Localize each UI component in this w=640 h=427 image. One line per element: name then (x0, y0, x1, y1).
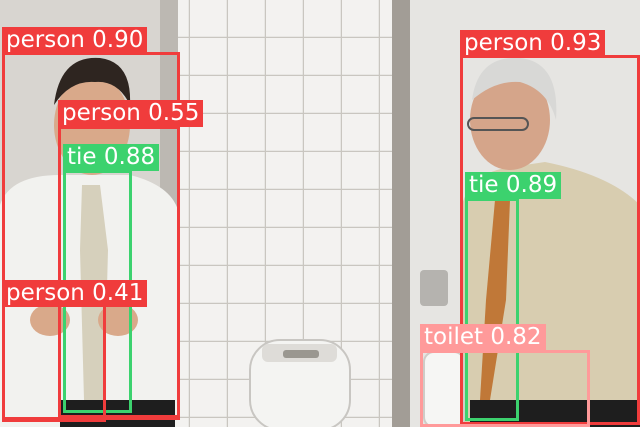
detection-box-person-3 (2, 304, 106, 422)
detection-label-toilet-6: toilet 0.82 (420, 324, 546, 351)
partition-edge (392, 0, 410, 427)
detection-label-tie-2: tie 0.88 (63, 144, 160, 171)
detection-box-tie-5 (465, 198, 519, 421)
detection-box-person-1 (58, 126, 180, 418)
detection-label-person-0: person 0.90 (2, 27, 148, 54)
detection-label-person-1: person 0.55 (58, 100, 204, 127)
detection-box-toilet-6 (420, 350, 590, 427)
detection-label-person-4: person 0.93 (460, 30, 606, 57)
detection-label-tie-5: tie 0.89 (465, 172, 562, 199)
detection-label-person-3: person 0.41 (2, 280, 148, 307)
urinal (249, 339, 351, 427)
wall-faucet (420, 270, 448, 306)
